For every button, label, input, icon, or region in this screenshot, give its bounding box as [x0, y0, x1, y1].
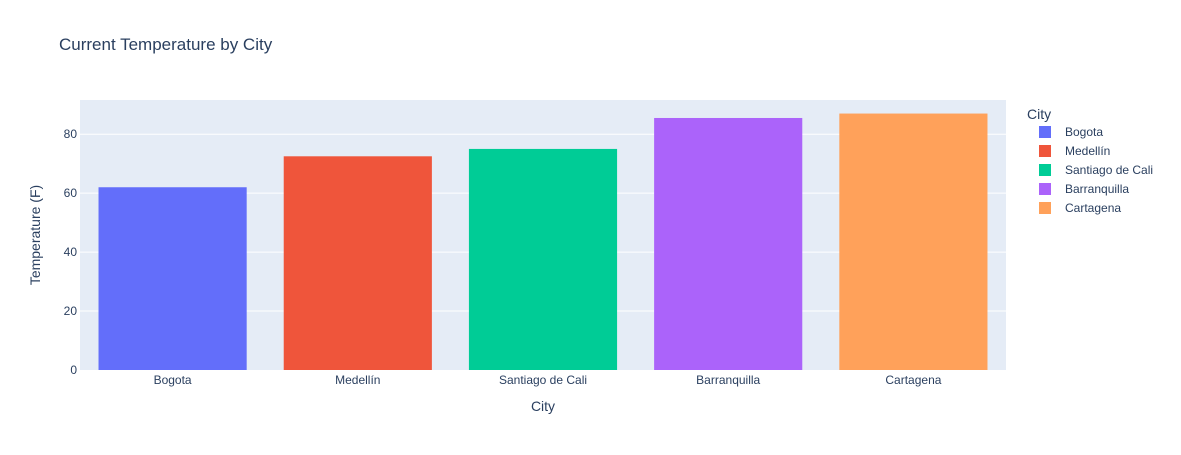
legend[interactable]: City Bogota Medellín Santiago de Cali Barra… [1027, 106, 1153, 215]
y-tick-label: 40 [64, 245, 78, 259]
bars [98, 113, 988, 370]
y-tick-label: 0 [70, 363, 77, 377]
legend-swatch[interactable] [1039, 145, 1051, 157]
y-axis-title: Temperature (F) [27, 185, 43, 285]
x-tick-label: Bogota [154, 373, 192, 387]
legend-entry-label[interactable]: Barranquilla [1065, 182, 1129, 196]
y-tick-label: 20 [64, 304, 78, 318]
x-tick-label: Medellín [335, 373, 380, 387]
y-tick-label: 80 [64, 127, 78, 141]
bar [98, 187, 247, 370]
bar [283, 156, 432, 370]
y-axis-ticks: 0 20 40 60 80 [64, 127, 78, 377]
legend-items[interactable]: Bogota Medellín Santiago de Cali Barranquil… [1039, 125, 1153, 215]
x-tick-label: Barranquilla [696, 373, 760, 387]
bar [839, 113, 988, 370]
legend-swatch[interactable] [1039, 126, 1051, 138]
legend-swatch[interactable] [1039, 164, 1051, 176]
legend-entry-label[interactable]: Cartagena [1065, 201, 1121, 215]
legend-swatch[interactable] [1039, 202, 1051, 214]
x-axis-ticks: Bogota Medellín Santiago de Cali Barranquil… [154, 373, 942, 387]
bar [468, 148, 618, 370]
legend-swatch[interactable] [1039, 183, 1051, 195]
bar [654, 117, 803, 370]
legend-entry-label[interactable]: Santiago de Cali [1065, 163, 1153, 177]
y-tick-label: 60 [64, 186, 78, 200]
legend-entry-label[interactable]: Bogota [1065, 125, 1103, 139]
x-tick-label: Cartagena [885, 373, 941, 387]
legend-entry-label[interactable]: Medellín [1065, 144, 1110, 158]
legend-title: City [1027, 106, 1051, 122]
x-tick-label: Santiago de Cali [499, 373, 587, 387]
chart-title: Current Temperature by City [59, 35, 273, 54]
x-axis-title: City [531, 398, 555, 414]
